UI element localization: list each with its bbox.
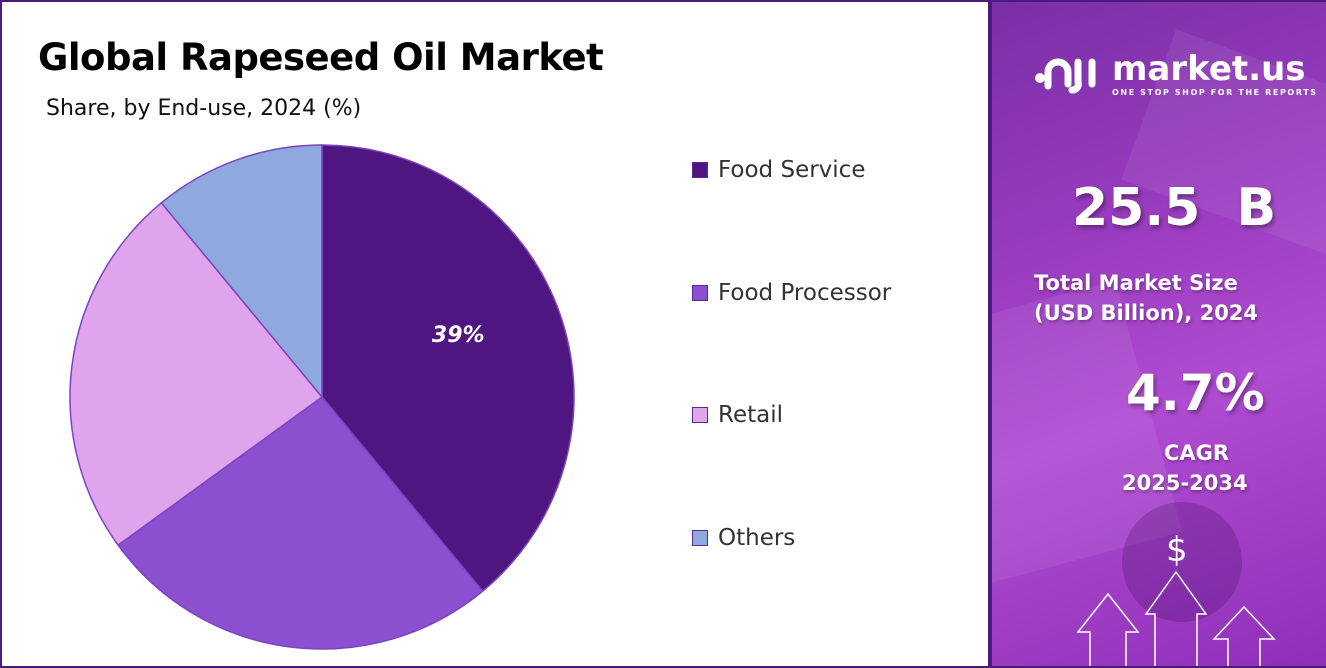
market-size-label-2: (USD Billion), 2024 xyxy=(1034,301,1259,325)
logo-name: market.us xyxy=(1112,48,1306,89)
summary-panel: market.us ONE STOP SHOP FOR THE REPORTS … xyxy=(990,0,1326,668)
chart-subtitle: Share, by End-use, 2024 (%) xyxy=(46,96,362,121)
up-arrow-icon xyxy=(1076,570,1276,666)
logo: market.us ONE STOP SHOP FOR THE REPORTS xyxy=(1034,50,1318,98)
market-size-value: 25.5 B xyxy=(1072,178,1277,238)
pie-slice-others xyxy=(160,144,323,400)
legend-item: Food Processor xyxy=(692,280,891,306)
cagr-label-2: 2025-2034 xyxy=(1122,471,1248,495)
legend-item: Others xyxy=(692,525,795,551)
legend-item: Food Service xyxy=(692,157,865,183)
legend-item: Retail xyxy=(692,402,783,428)
cagr-value: 4.7% xyxy=(1126,364,1265,422)
legend-swatch xyxy=(692,162,708,178)
logo-tagline: ONE STOP SHOP FOR THE REPORTS xyxy=(1112,87,1318,97)
chart-title: Global Rapeseed Oil Market xyxy=(38,36,604,79)
legend-swatch xyxy=(692,407,708,423)
legend-swatch xyxy=(692,529,708,546)
legend-label: Others xyxy=(718,524,796,551)
cagr-label-1: CAGR xyxy=(1164,441,1230,465)
legend-label: Food Service xyxy=(718,157,866,183)
pie-slice-retail xyxy=(69,201,324,547)
logo-icon xyxy=(1035,58,1096,94)
legend-label: Food Processor xyxy=(718,279,892,306)
market-size-label-1: Total Market Size xyxy=(1034,271,1238,295)
dollar-icon: $ xyxy=(1166,530,1188,570)
legend-label: Retail xyxy=(718,402,783,428)
pie-chart: 39% xyxy=(69,144,575,650)
legend-swatch xyxy=(692,284,708,301)
pie-slice-food-service xyxy=(321,144,575,593)
pie-slice-food-processor xyxy=(117,395,484,650)
data-label: 39% xyxy=(432,323,485,348)
chart-panel: Global Rapeseed Oil Market Share, by End… xyxy=(0,0,990,668)
